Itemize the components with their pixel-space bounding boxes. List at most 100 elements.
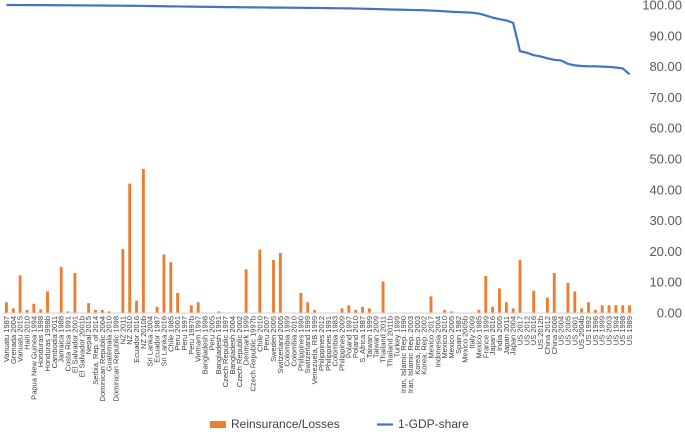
category-label: US 2004b: [577, 316, 586, 349]
category-label: France 1999: [481, 316, 490, 358]
bar: [347, 305, 351, 313]
category-label: US 1994: [611, 316, 620, 345]
bar: [340, 308, 344, 313]
category-label: Papua New Guinea 1994: [29, 316, 38, 400]
category-label: Sweden 2005: [269, 316, 278, 362]
bar: [94, 309, 97, 313]
category-label: Chile 2010: [255, 316, 264, 352]
category-label: Philippines 1991: [324, 316, 333, 371]
category-label: Bangladesh 1998: [201, 316, 210, 374]
bar: [155, 306, 159, 313]
category-label: Iran, Islamic Rep. 2003: [406, 316, 415, 393]
bar: [278, 252, 282, 313]
category-label: US 1992: [584, 316, 593, 345]
bar: [621, 305, 625, 313]
bar: [128, 183, 132, 313]
bar: [443, 309, 447, 313]
category-label: Mexico 2005: [447, 316, 456, 359]
y-axis-tick-labels: 0.00 10.00 20.00 30.00 40.00 50.00 60.00 70.00 8…: [642, 0, 682, 321]
category-label: Thailand 2011b: [385, 316, 394, 367]
category-label: Bangladesh 1991: [214, 316, 223, 374]
category-label: Japan 2011: [502, 316, 511, 355]
category-label: Honduras 1998b: [43, 316, 52, 371]
category-label: Vanuatu 1987: [2, 316, 11, 362]
bar: [32, 303, 36, 313]
bar: [176, 292, 180, 313]
category-label: Colombia 2010: [290, 316, 299, 366]
bar: [450, 311, 453, 313]
bar: [66, 311, 70, 313]
category-label: Dominican Republic 2004: [98, 316, 107, 401]
y-tick-label: 80.00: [649, 59, 682, 74]
category-label: US 2001: [570, 316, 579, 345]
category-label: Japan 2004: [509, 316, 518, 355]
category-label: NZ 2010: [125, 316, 134, 345]
bar: [532, 290, 536, 313]
bar: [491, 306, 495, 313]
category-label: Nepal 2015: [84, 316, 93, 354]
category-label: Venezuela, RB 1999: [310, 316, 319, 384]
bar: [354, 309, 358, 313]
category-label: Sri Lanka 2004: [146, 316, 155, 366]
category-label: NZ 2010b: [139, 316, 148, 349]
category-label: Thailand 2011: [379, 316, 388, 363]
category-label: Czech Republic 1997: [221, 316, 230, 387]
y-tick-label: 20.00: [649, 244, 682, 259]
category-label: Italy 2009: [468, 316, 477, 349]
bar: [87, 303, 91, 313]
bar: [552, 272, 556, 313]
category-label: Peru 2007: [262, 316, 271, 351]
bar: [518, 260, 522, 313]
category-label: Indonesia 2004: [433, 316, 442, 367]
bar: [313, 309, 317, 313]
bar: [593, 309, 597, 313]
category-label: Costa Rica 1991: [64, 316, 73, 371]
category-label: Switzerland 1999: [303, 316, 312, 374]
bar: [484, 276, 488, 313]
category-label: El Salvador 2001b: [77, 316, 86, 377]
y-tick-label: 0.00: [657, 306, 682, 321]
category-label: Honduras 1998: [36, 316, 45, 367]
category-label: US 1989: [625, 316, 634, 345]
bar: [217, 311, 221, 313]
bar: [18, 275, 22, 313]
category-label: Ecuador 1987: [153, 316, 162, 363]
category-label: Grenada 2004: [9, 316, 18, 364]
y-tick-label: 30.00: [649, 213, 682, 228]
bar: [429, 296, 433, 313]
category-label: Korea, Rep. 2003: [413, 316, 422, 375]
category-label: Peru 2001: [173, 316, 182, 351]
category-label: Haiti 2010: [22, 316, 31, 350]
bar: [607, 305, 611, 313]
category-label: Korea, Rep. 2002: [420, 316, 429, 375]
legend-swatch-reinsurance-losses: [210, 421, 226, 428]
category-label: India 2005: [495, 316, 504, 351]
y-tick-label: 10.00: [649, 275, 682, 290]
bar: [367, 308, 371, 313]
bar: [25, 309, 29, 313]
category-label: Spain 1982: [454, 316, 463, 354]
bar: [39, 309, 43, 313]
bar: [361, 306, 364, 313]
category-label: Czech Republic 2002: [235, 316, 244, 387]
category-label: US 1996: [591, 316, 600, 345]
category-label: Mexico 2017: [426, 316, 435, 359]
bar: [580, 308, 584, 313]
bar: [272, 260, 275, 313]
bar: [100, 309, 104, 313]
category-label: US 2012: [522, 316, 531, 345]
bar: [306, 302, 310, 313]
category-label: Colombia 1999: [283, 316, 292, 366]
category-label: Poland 2010: [351, 316, 360, 358]
category-label: Bangladesh 2004: [228, 316, 237, 374]
bar: [628, 305, 632, 313]
bar: [59, 266, 63, 313]
category-label: S. Africa 1987: [358, 316, 367, 363]
category-label: Taiwan 2009: [372, 316, 381, 358]
bar: [46, 291, 49, 313]
category-label: China 2012: [543, 316, 552, 354]
y-tick-label: 50.00: [649, 152, 682, 167]
category-label: Philippines 2009: [337, 316, 346, 371]
category-label: Chile 1985: [166, 316, 175, 352]
y-tick-label: 70.00: [649, 90, 682, 105]
